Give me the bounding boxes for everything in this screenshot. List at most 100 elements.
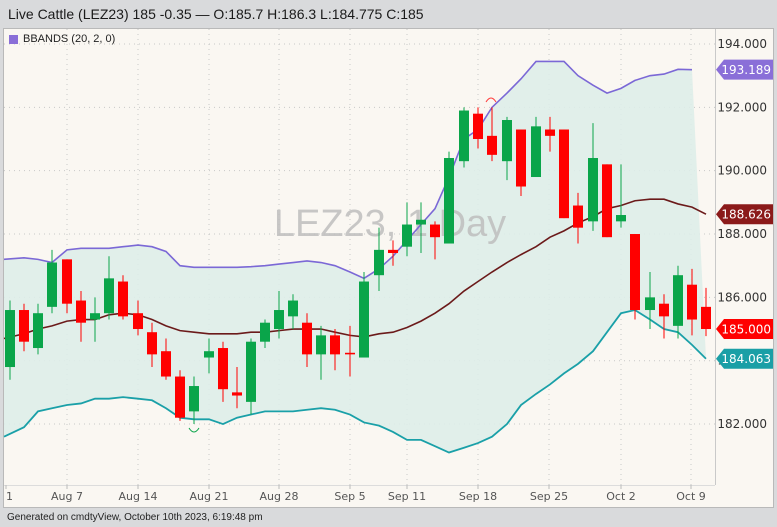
candle-body (630, 234, 640, 311)
y-tick-label: 186.000 (717, 290, 767, 304)
price-label: 188.626 (716, 204, 773, 225)
x-axis-line (4, 485, 715, 486)
x-tick-label: Sep 5 (334, 490, 365, 503)
candle-down (388, 240, 398, 266)
price-label-tag (716, 204, 773, 225)
y-tick-label: 188.000 (717, 227, 767, 241)
candle-down (473, 107, 483, 149)
candle-up (246, 338, 256, 415)
x-axis[interactable]: 1 Aug 7 Aug 14 Aug 21 Aug 28 Sep 5 Sep 11 Sep 1… (4, 485, 715, 503)
x-tick-label: Oct 9 (676, 490, 706, 503)
candle-body (260, 322, 270, 342)
candle-body (62, 259, 72, 304)
candle-down (161, 338, 171, 380)
footer-text: Generated on cmdtyView, October 10th 202… (7, 512, 263, 523)
candle-body (559, 129, 569, 219)
candle-down (545, 116, 555, 152)
pivot-low-mark (188, 427, 200, 433)
candle-up (416, 202, 426, 254)
candle-body (47, 262, 57, 307)
candle-body (330, 335, 340, 355)
candle-up (616, 164, 626, 228)
candle-down (487, 107, 497, 162)
candle-body (687, 284, 697, 320)
candle-body (5, 310, 15, 368)
candle-body (218, 348, 228, 390)
candle-body (402, 224, 412, 247)
axis-separator (715, 29, 716, 485)
candle-body (374, 249, 384, 276)
price-label-text: 188.626 (721, 208, 771, 222)
candle-body (147, 332, 157, 355)
candle-up (260, 319, 270, 349)
candle-body (246, 341, 256, 402)
candle-down (630, 234, 640, 320)
candle-up (673, 265, 683, 339)
price-label-text: 185.000 (721, 323, 771, 337)
x-tick-label: Aug 7 (51, 490, 83, 503)
candle-body (430, 224, 440, 238)
candle-body (473, 113, 483, 140)
y-tick-label: 182.000 (717, 417, 767, 431)
candle-down (701, 287, 711, 337)
candle-body (288, 300, 298, 317)
candle-down (430, 221, 440, 260)
price-label-text: 193.189 (721, 63, 771, 77)
candle-body (90, 313, 100, 320)
candle-up (288, 294, 298, 330)
candle-up (316, 325, 326, 380)
candle-body (189, 386, 199, 412)
candle-up (459, 107, 469, 168)
candle-up (359, 272, 369, 358)
candle-body (161, 351, 171, 377)
x-tick-label: Aug 28 (260, 490, 299, 503)
y-tick-label: 194.000 (717, 37, 767, 51)
candle-body (274, 310, 284, 330)
y-tick-label: 190.000 (717, 164, 767, 178)
candle-down (687, 268, 697, 336)
candle-body (502, 120, 512, 162)
x-tick-label: 1 (6, 490, 13, 503)
candle-body (345, 352, 355, 355)
candle-down (345, 325, 355, 377)
chart-title: Live Cattle (LEZ23) 185 -0.35 — O:185.7 … (8, 6, 424, 22)
candle-down (602, 164, 612, 238)
x-tick-label: Oct 2 (606, 490, 636, 503)
price-label-text: 184.063 (721, 352, 771, 366)
x-tick-label: Sep 18 (459, 490, 497, 503)
candle-body (459, 110, 469, 162)
candle-body (487, 135, 497, 155)
candle-body (33, 313, 43, 349)
price-label: 185.000 (716, 319, 773, 340)
candle-down (62, 259, 72, 314)
candle-down (559, 129, 569, 219)
y-axis[interactable]: 182.000184.000186.000188.000190.000192.0… (715, 29, 767, 485)
legend-label: BBANDS (20, 2, 0) (23, 33, 116, 45)
pivot-marks (188, 97, 497, 433)
candle-body (545, 129, 555, 136)
candle-body (531, 126, 541, 178)
candle-body (516, 129, 526, 187)
candle-up (502, 116, 512, 181)
candle-body (701, 306, 711, 330)
indicator-legend[interactable]: BBANDS (20, 2, 0) (9, 33, 115, 45)
legend-swatch (9, 34, 18, 44)
watermark: LEZ23, 1 Day (274, 203, 506, 245)
candle-body (616, 215, 626, 222)
candle-down (232, 367, 242, 409)
candle-down (133, 300, 143, 336)
price-label-tag (716, 348, 773, 369)
candle-body (602, 164, 612, 238)
candle-up (47, 249, 57, 314)
candle-body (316, 335, 326, 355)
candle-body (19, 310, 29, 342)
candle-down (218, 341, 228, 402)
candle-up (402, 202, 412, 257)
candle-up (374, 227, 384, 292)
candle-down (147, 322, 157, 368)
candle-down (175, 370, 185, 421)
price-label: 193.189 (716, 59, 773, 80)
candle-up (531, 116, 541, 178)
candle-down (19, 303, 29, 352)
